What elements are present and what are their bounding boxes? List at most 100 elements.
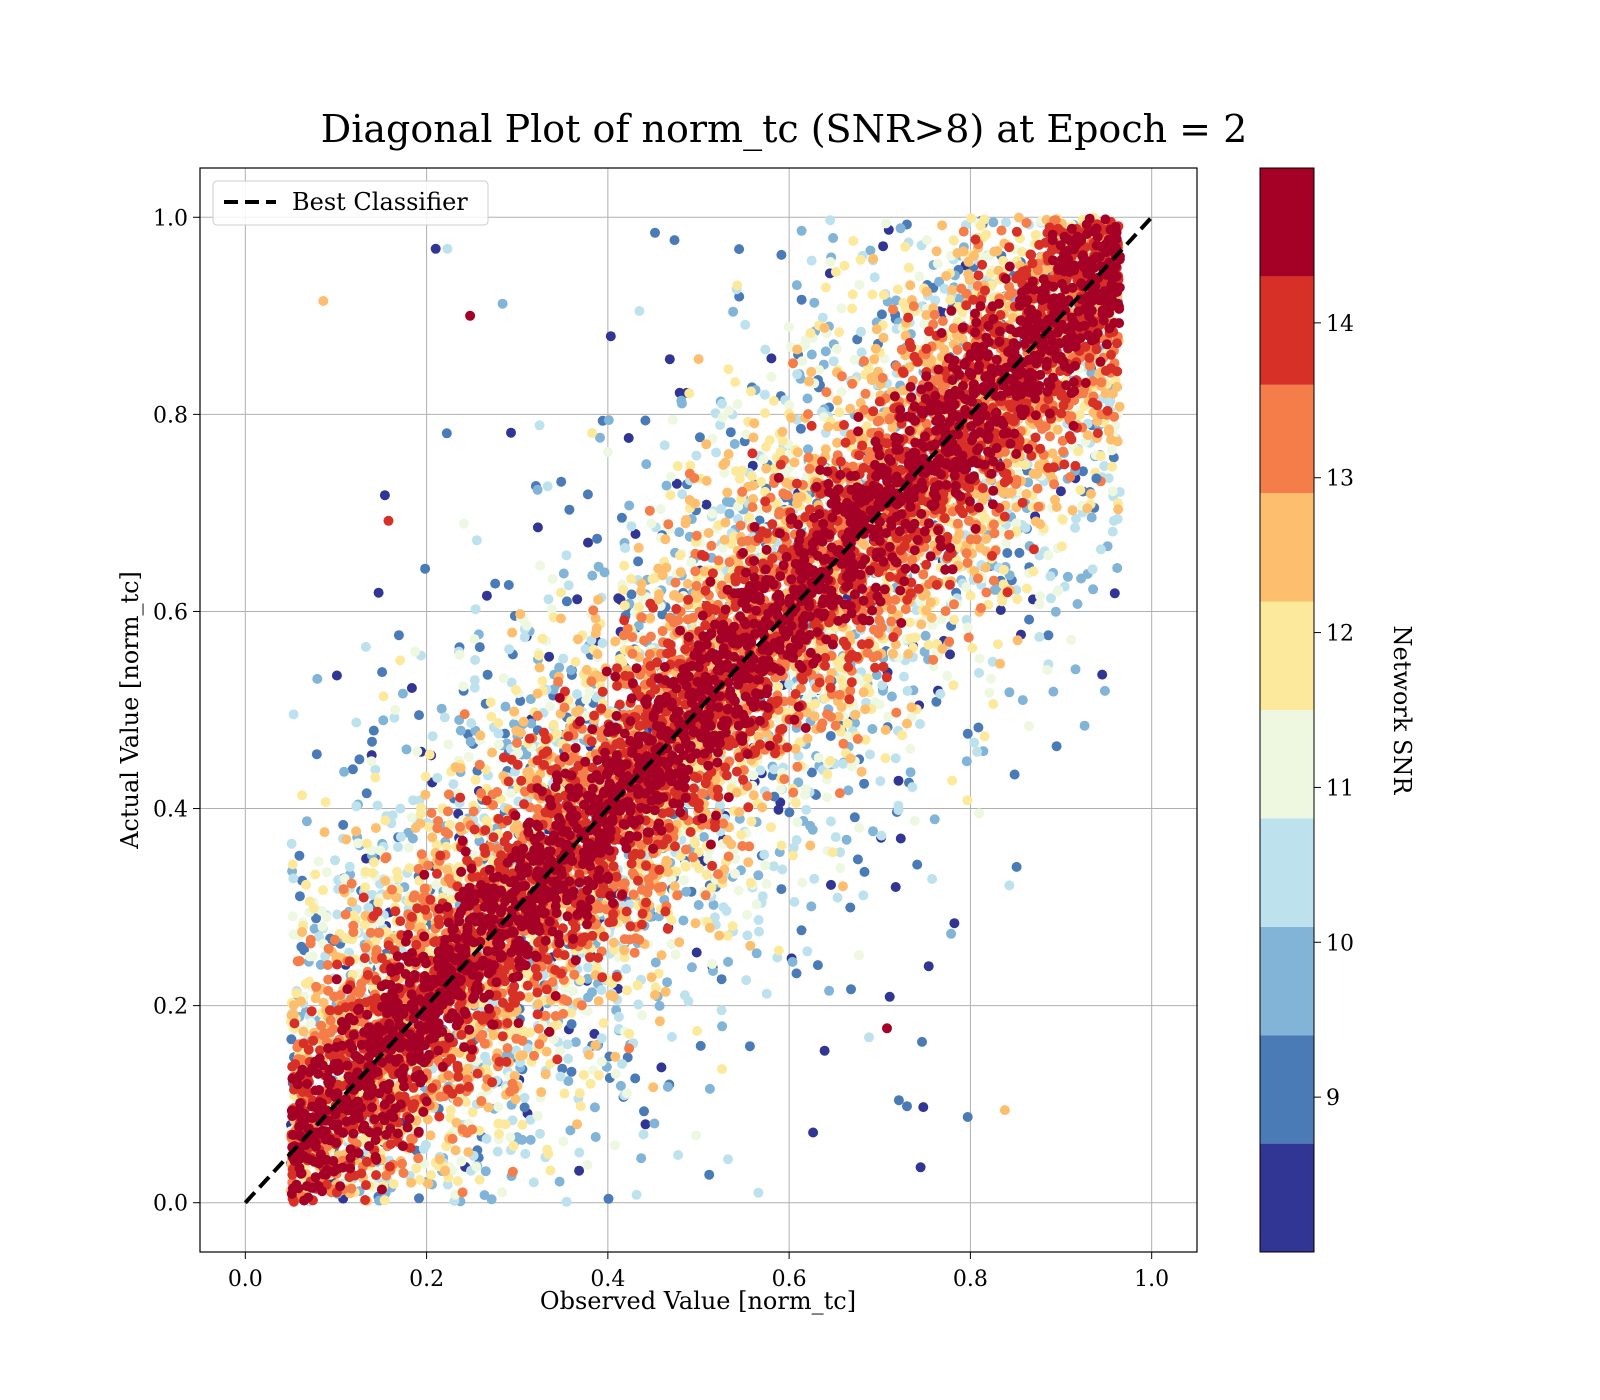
scatter-point [1020,522,1031,533]
scatter-point [470,604,481,615]
scatter-point [610,1140,620,1151]
scatter-point [693,354,704,365]
scatter-point [895,223,906,234]
scatter-point [808,1127,819,1138]
scatter-point [397,688,408,699]
scatter-point [537,676,548,687]
scatter-point [860,704,871,715]
scatter-point [1109,588,1120,599]
scatter-point [965,590,976,601]
scatter-point [554,662,565,673]
scatter-point [931,696,942,707]
scatter-point [676,398,687,409]
scatter-point [689,836,700,847]
scatter-point [729,439,740,449]
scatter-point [744,512,755,523]
scatter-point [434,1154,445,1165]
scatter-point [867,724,878,734]
scatter-point [561,550,572,561]
scatter-point [410,646,421,657]
scatter-point [870,343,881,354]
scatter-point [528,1177,539,1188]
scatter-point [339,766,350,777]
scatter-point [568,986,579,996]
scatter-point [562,1039,573,1050]
scatter-point [493,1101,504,1112]
scatter-point [753,1187,764,1198]
scatter-point [704,1169,715,1180]
scatter-point [1106,445,1117,456]
scatter-point [881,218,891,229]
scatter-point [312,673,323,684]
scatter-point [404,863,415,874]
scatter-point [935,688,946,699]
scatter-point [301,879,312,890]
scatter-point [686,962,697,973]
scatter-point [594,1070,604,1081]
scatter-point [777,435,788,446]
scatter-point [673,1150,684,1160]
scatter-point [809,297,820,308]
scatter-point [504,644,515,655]
scatter-point [361,788,372,799]
scatter-point [836,386,847,397]
scatter-point [806,901,817,912]
scatter-point [301,816,312,827]
scatter-point [766,371,777,382]
scatter-point [392,866,402,877]
scatter-point [574,1165,585,1176]
scatter-point [452,1176,463,1186]
scatter-point [311,913,322,924]
scatter-point [287,859,298,870]
scatter-point [941,271,952,281]
scatter-point [732,280,743,291]
scatter-point [895,833,906,844]
scatter-point [596,985,607,996]
scatter-point [494,1129,504,1139]
scatter-point [525,1134,536,1145]
scatter-point [506,427,516,438]
scatter-point [905,767,916,778]
scatter-point [505,1132,516,1143]
scatter-point [693,900,704,910]
scatter-point [888,648,898,659]
scatter-point [315,959,326,970]
scatter-point [853,950,864,961]
scatter-point [557,1063,568,1074]
scatter-point [974,808,985,819]
scatter-point [414,1174,425,1185]
scatter-point [493,718,504,728]
scatter-point [418,1143,429,1154]
scatter-point [819,1045,830,1056]
scatter-point [732,399,743,410]
scatter-point [659,440,670,451]
scatter-point [789,896,800,907]
scatter-point [474,1174,485,1185]
scatter-point [455,725,466,736]
scatter-point [286,1034,297,1045]
scatter-point [465,736,476,747]
scatter-point [286,838,297,849]
scatter-point [570,656,581,667]
scatter-point [508,1141,519,1151]
scatter-point [458,518,469,529]
scatter-point [855,254,866,265]
scatter-point [1052,586,1063,597]
scatter-point [704,922,715,933]
scatter-point [558,568,569,579]
scatter-point [597,638,608,649]
scatter-point [875,776,886,787]
scatter-point [564,504,575,515]
scatter-point [621,1088,632,1099]
scatter-point [537,633,548,644]
scatter-point [498,673,509,684]
scatter-point [1107,461,1118,472]
scatter-point [949,918,960,929]
scatter-point [979,731,990,742]
scatter-point [828,356,839,367]
scatter-point [854,279,865,290]
scatter-point [297,790,307,801]
scatter-point [378,715,389,726]
scatter-point [892,284,903,295]
